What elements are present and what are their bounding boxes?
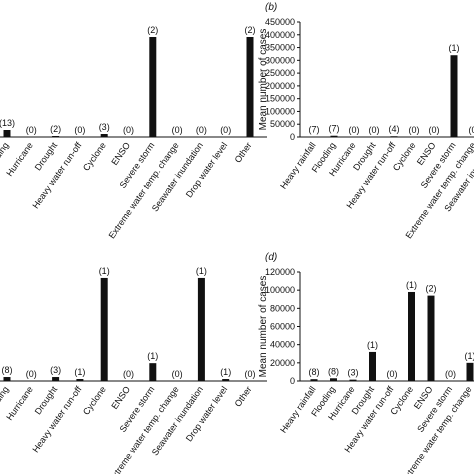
y-tick-label: 40000: [270, 340, 295, 350]
count-label: (0): [409, 125, 420, 135]
count-label: (1): [449, 43, 460, 53]
count-label: (0): [26, 369, 37, 379]
count-label: (2): [245, 25, 256, 35]
bar: [149, 363, 157, 381]
x-tick-label: ENSO: [109, 384, 132, 411]
count-label: (0): [369, 125, 380, 135]
count-label: (0): [26, 125, 37, 135]
x-tick-label: Other: [233, 140, 254, 164]
bar: [450, 55, 458, 137]
count-label: (0): [387, 369, 398, 379]
y-tick-label: 0: [290, 132, 295, 142]
count-label: (3): [50, 365, 61, 375]
panel-letter: (b): [265, 2, 277, 13]
count-label: (1): [147, 351, 158, 361]
count-label: (2): [147, 25, 158, 35]
count-label: (2): [50, 124, 61, 134]
count-label: (2): [426, 284, 437, 294]
x-tick-label: Heavy water run-off: [30, 384, 83, 454]
count-label: (4): [389, 124, 400, 134]
y-tick-label: 400000: [265, 30, 295, 40]
count-label: (0): [220, 125, 231, 135]
count-label: (7): [329, 124, 340, 134]
count-label: (1): [465, 351, 474, 361]
count-label: (0): [349, 125, 360, 135]
count-label: (3): [99, 122, 110, 132]
y-tick-label: 50000: [270, 119, 295, 129]
count-label: (1): [220, 367, 231, 377]
bar: [390, 136, 398, 137]
x-tick-label: ENSO: [109, 140, 132, 167]
bar: [310, 379, 318, 381]
count-label: (0): [123, 125, 134, 135]
count-label: (7): [309, 124, 320, 134]
y-tick-label: 450000: [265, 17, 295, 27]
bar: [52, 377, 60, 381]
bar: [330, 135, 338, 137]
y-tick-label: 150000: [265, 94, 295, 104]
count-label: (0): [445, 369, 456, 379]
count-label: (1): [367, 340, 378, 350]
x-tick-label: Cyclone: [81, 384, 108, 416]
bar: [149, 37, 157, 137]
count-label: (0): [172, 369, 183, 379]
count-label: (0): [172, 125, 183, 135]
bar: [310, 136, 318, 137]
count-label: (0): [74, 125, 85, 135]
count-label: (8): [2, 365, 13, 375]
y-tick-label: 350000: [265, 43, 295, 53]
bar: [197, 277, 205, 381]
x-tick-label: Other: [233, 384, 254, 408]
y-tick-label: 200000: [265, 81, 295, 91]
y-axis-label: Mean number of cases: [258, 29, 269, 131]
count-label: (1): [74, 367, 85, 377]
count-label: (1): [196, 266, 207, 276]
bar: [408, 291, 415, 381]
y-tick-label: 100000: [265, 285, 295, 295]
y-tick-label: 120000: [265, 267, 295, 277]
y-tick-label: 100000: [265, 106, 295, 116]
count-label: (0): [123, 369, 134, 379]
bar: [3, 377, 11, 381]
bar: [222, 379, 230, 381]
bar: [52, 136, 60, 137]
count-label: (0): [245, 369, 256, 379]
bar: [246, 37, 254, 137]
bar: [349, 379, 357, 381]
y-tick-label: 80000: [270, 303, 295, 313]
count-label: (1): [406, 280, 417, 290]
count-label: (0): [196, 125, 207, 135]
panel-letter: (d): [265, 252, 277, 263]
count-label: (0): [429, 125, 440, 135]
bar: [369, 351, 376, 381]
count-label: (0): [469, 125, 474, 135]
y-tick-label: 60000: [270, 322, 295, 332]
bar: [100, 277, 108, 381]
count-label: (8): [328, 366, 339, 376]
y-tick-label: 20000: [270, 358, 295, 368]
y-tick-label: 250000: [265, 68, 295, 78]
bar: [76, 379, 84, 381]
count-label: (3): [348, 368, 359, 378]
y-tick-label: 0: [290, 376, 295, 386]
bar: [427, 295, 435, 381]
count-label: (8): [309, 367, 320, 377]
bar: [330, 378, 337, 381]
y-axis-label: Mean number of cases: [258, 276, 269, 378]
count-label: (13): [0, 118, 15, 128]
x-tick-label: Cyclone: [81, 140, 108, 172]
bar: [100, 134, 108, 137]
count-label: (1): [99, 266, 110, 276]
x-tick-label: Heavy water run-off: [30, 140, 83, 210]
bar: [3, 130, 11, 137]
y-tick-label: 300000: [265, 55, 295, 65]
bar: [466, 362, 474, 381]
